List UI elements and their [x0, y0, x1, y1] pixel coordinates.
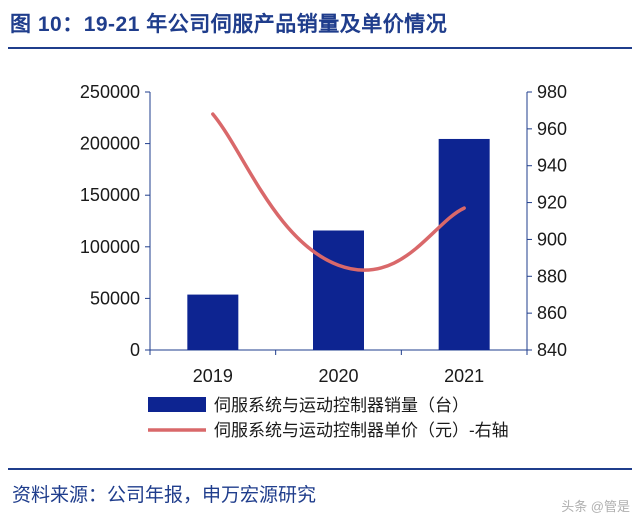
legend-line-label: 伺服系统与运动控制器单价（元）-右轴 — [214, 421, 509, 440]
right-tick-label: 980 — [537, 82, 567, 102]
watermark: 头条 @管是 — [561, 499, 630, 514]
bar-2021 — [438, 138, 490, 350]
source-note: 资料来源：公司年报，申万宏源研究 — [12, 485, 317, 506]
left-tick-label: 50000 — [90, 288, 140, 308]
right-tick-label: 900 — [537, 229, 567, 249]
left-tick-label: 100000 — [80, 237, 140, 257]
left-tick-label: 250000 — [80, 82, 140, 102]
title-divider — [8, 47, 632, 49]
bar-2020 — [313, 230, 364, 350]
price-line — [211, 112, 466, 272]
legend-bar-label: 伺服系统与运动控制器销量（台） — [214, 396, 469, 415]
right-tick-label: 920 — [537, 193, 567, 213]
chart-title: 图 10：19-21 年公司伺服产品销量及单价情况 — [10, 13, 448, 36]
x-tick-label: 2020 — [318, 366, 358, 386]
right-tick-label: 880 — [537, 266, 567, 286]
left-tick-label: 200000 — [80, 134, 140, 154]
footer-divider — [8, 468, 632, 470]
legend-bar-swatch — [148, 397, 206, 412]
left-tick-label: 0 — [130, 340, 140, 360]
bar-2019 — [187, 294, 239, 350]
right-tick-label: 840 — [537, 340, 567, 360]
x-tick-label: 2019 — [193, 366, 233, 386]
right-tick-label: 860 — [537, 303, 567, 323]
x-tick-label: 2021 — [444, 366, 484, 386]
left-tick-label: 150000 — [80, 185, 140, 205]
right-tick-label: 940 — [537, 156, 567, 176]
right-tick-label: 960 — [537, 119, 567, 139]
